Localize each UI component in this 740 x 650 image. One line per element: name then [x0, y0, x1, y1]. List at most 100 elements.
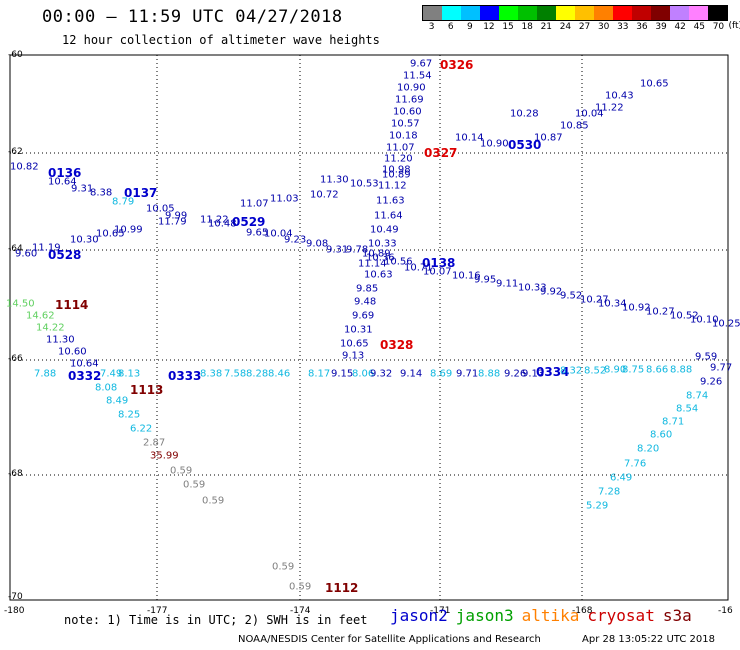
lon-tick-177: -177	[147, 606, 168, 616]
wave-height-value: 10.65	[640, 78, 669, 89]
wave-height-value: 0.59	[272, 561, 294, 572]
wave-height-value: 9.13	[342, 350, 364, 361]
wave-height-value: 14.62	[26, 310, 55, 321]
lat-tick-66: -66	[8, 354, 23, 364]
wave-height-value: 10.92	[622, 302, 651, 313]
wave-height-value: 10.10	[690, 314, 719, 325]
lat-tick-70: -70	[8, 592, 23, 602]
pass-time-label: 1112	[325, 581, 358, 595]
wave-height-value: 8.25	[118, 409, 140, 420]
legend-label: 30	[597, 22, 610, 32]
wave-height-value: 11.07	[386, 142, 415, 153]
sat-jason3: jason3	[455, 606, 514, 625]
wave-height-value: 9.13	[522, 368, 544, 379]
wave-height-value: 10.89	[382, 169, 411, 180]
legend-label: 33	[617, 22, 629, 32]
wave-height-value: 11.30	[46, 334, 75, 345]
wave-height-value: 9.11	[496, 278, 518, 289]
wave-height-value: 8.90	[604, 364, 626, 375]
wave-height-value: 10.18	[389, 130, 418, 141]
wave-height-value: 9.48	[354, 296, 376, 307]
legend-label: 36	[636, 22, 648, 32]
wave-height-value: 9.85	[356, 283, 378, 294]
wave-height-value: 9.52	[560, 290, 582, 301]
wave-height-value: 10.49	[370, 224, 399, 235]
wave-height-value: 9.59	[695, 351, 717, 362]
wave-height-value: 9.31	[326, 244, 348, 255]
wave-height-value: 10.99	[114, 224, 143, 235]
wave-height-value: 9.65	[246, 227, 268, 238]
wave-height-value: 8.71	[662, 416, 684, 427]
wave-height-value: 11.22	[595, 102, 624, 113]
pass-time-label: 0328	[380, 338, 413, 352]
legend-swatch	[423, 6, 442, 20]
wave-height-value: 7.58	[224, 368, 246, 379]
pass-time-label: 0326	[440, 58, 473, 72]
wave-height-value: 10.60	[58, 346, 87, 357]
wave-height-value: 9.15	[331, 368, 353, 379]
wave-height-value: 10.25	[712, 318, 740, 329]
wave-height-value: 10.43	[605, 90, 634, 101]
legend-label: 3	[428, 22, 435, 32]
wave-height-value: 10.52	[670, 310, 699, 321]
wave-height-value: 0.59	[170, 465, 192, 476]
wave-height-value: 9.92	[540, 286, 562, 297]
legend-swatch	[651, 6, 670, 20]
lat-tick-60: -60	[8, 50, 23, 60]
legend-swatch	[670, 6, 689, 20]
wave-height-value: 8.38	[200, 368, 222, 379]
wave-height-value: 9.99	[165, 210, 187, 221]
credit-text: NOAA/NESDIS Center for Satellite Applica…	[238, 634, 541, 645]
wave-height-value: 8.28	[246, 368, 268, 379]
legend-label: 45	[693, 22, 706, 32]
pass-time-label: 0528	[48, 248, 81, 262]
sat-altika: altika	[521, 606, 580, 625]
wave-height-value: 10.90	[480, 138, 509, 149]
wave-height-value: 10.04	[575, 108, 604, 119]
wave-height-value: 8.20	[637, 443, 659, 454]
wave-height-value: 10.65	[340, 338, 369, 349]
wave-height-value: 11.63	[376, 195, 405, 206]
wave-height-value: 9.67	[410, 58, 432, 69]
wave-height-value: 0.59	[289, 581, 311, 592]
pass-time-label: 1114	[55, 298, 88, 312]
wave-height-value: 10.87	[534, 132, 563, 143]
wave-height-value: 7.49	[100, 368, 122, 379]
pass-time-label: 0137	[124, 186, 157, 200]
wave-height-value: 8.60	[650, 429, 672, 440]
wave-height-value: 10.14	[455, 132, 484, 143]
plot-frame	[9, 54, 729, 601]
lon-tick-174: -174	[290, 606, 311, 616]
legend-label: 24	[559, 22, 572, 32]
wave-height-value: 0.59	[202, 495, 224, 506]
legend-label: 70	[712, 22, 725, 32]
wave-height-value: 8.69	[430, 368, 452, 379]
legend-label: 12	[483, 22, 495, 32]
wave-height-value: 35.99	[150, 450, 179, 461]
wave-height-value: 11.07	[240, 198, 269, 209]
legend-swatch	[518, 6, 537, 20]
wave-height-value: 10.27	[580, 294, 609, 305]
wave-height-value: 8.52	[584, 365, 606, 376]
wave-height-value: 8.17	[308, 368, 330, 379]
wave-height-value: 8.38	[90, 187, 112, 198]
wave-height-value: 10.07	[423, 266, 452, 277]
wave-height-value: 10.04	[264, 228, 293, 239]
wave-height-value: 11.64	[374, 210, 403, 221]
legend-label: 15	[502, 22, 514, 32]
sat-jason2: jason2	[390, 606, 448, 625]
wave-height-value: 10.89	[362, 248, 391, 259]
legend-swatch	[632, 6, 651, 20]
pass-time-label: 0529	[232, 215, 265, 229]
wave-height-value: 8.66	[646, 364, 668, 375]
lon-tick-180: -180	[4, 606, 25, 616]
wave-height-value: 10.28	[510, 108, 539, 119]
legend-swatch	[461, 6, 480, 20]
wave-height-value: 11.20	[384, 153, 413, 164]
legend-label: 27	[578, 22, 591, 32]
wave-height-value: 8.54	[676, 403, 698, 414]
wave-height-value: 14.50	[6, 298, 35, 309]
wave-height-value: 8.13	[118, 368, 140, 379]
page-title: 00:00 – 11:59 UTC 04/27/2018	[42, 7, 343, 27]
